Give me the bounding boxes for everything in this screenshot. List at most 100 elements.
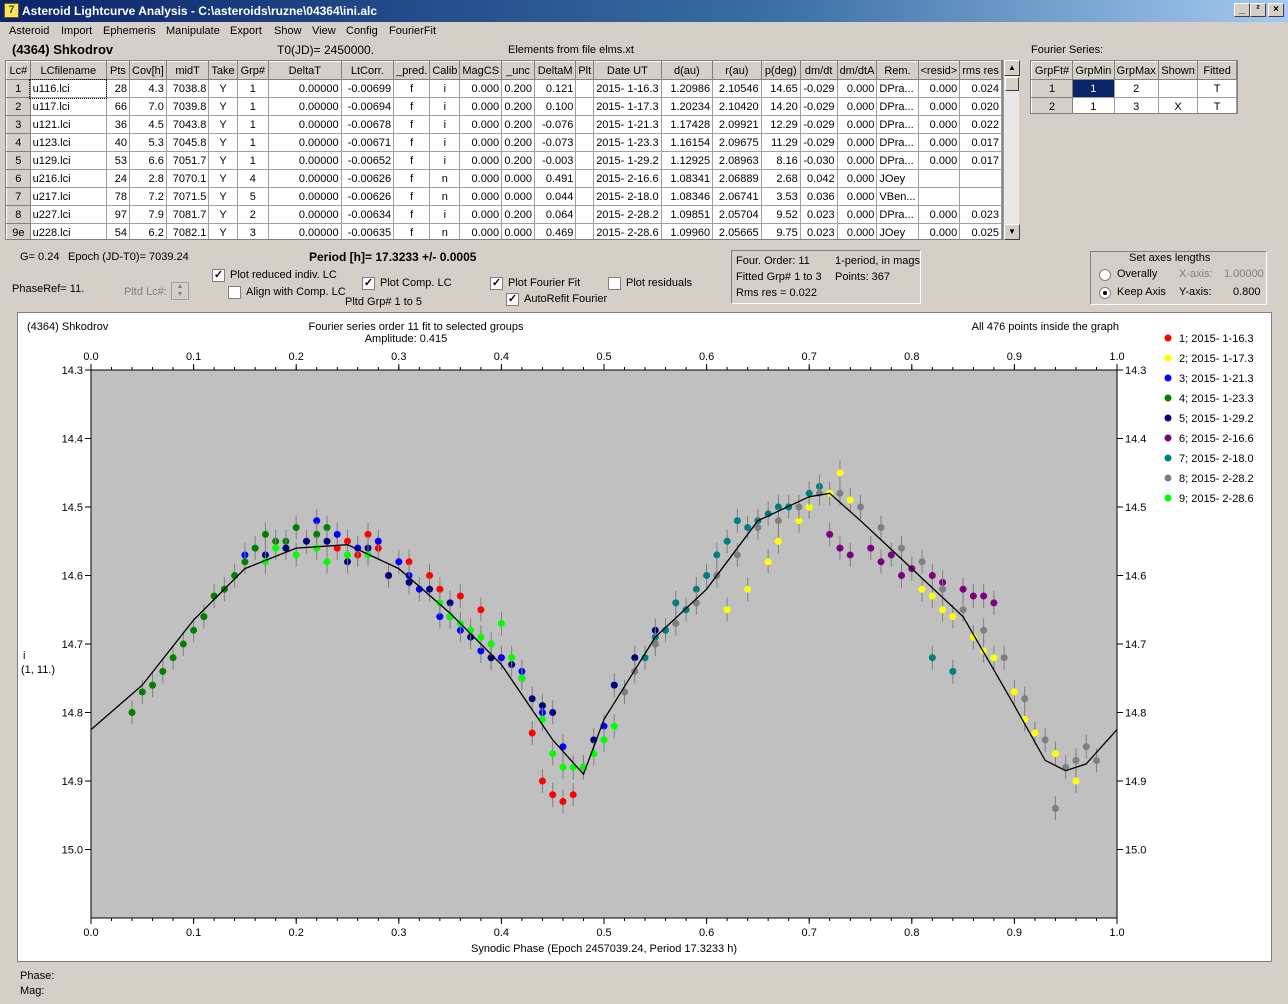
lc-cell[interactable]: Y xyxy=(208,187,238,206)
lc-row-header[interactable]: 3 xyxy=(6,115,31,134)
lc-cell[interactable]: 2 xyxy=(236,205,269,224)
lc-cell[interactable]: 7051.7 xyxy=(165,151,210,170)
lc-cell[interactable]: DPra... xyxy=(876,115,919,134)
lc-cell[interactable]: 0.491 xyxy=(533,169,577,188)
lc-cell[interactable]: 0.000 xyxy=(459,133,503,152)
lc-cell[interactable]: -0.00635 xyxy=(340,223,395,239)
lc-cell[interactable]: DPra... xyxy=(876,97,919,116)
fourier-col-header[interactable]: GrpMin xyxy=(1072,61,1115,80)
lc-cell[interactable]: 7038.8 xyxy=(165,79,210,98)
lc-table-row[interactable]: 2 u117.lci 66 7.0 7039.8 Y 1 0.00000 -0.00694 f i 0… xyxy=(6,97,1002,116)
lc-cell[interactable]: -0.030 xyxy=(799,151,838,170)
lc-cell[interactable]: 11.29 xyxy=(760,133,801,152)
lc-table-row[interactable]: 3 u121.lci 36 4.5 7043.8 Y 1 0.00000 -0.00678 f i 0… xyxy=(6,115,1002,134)
menu-manipulate[interactable]: Manipulate xyxy=(166,25,220,37)
lc-cell[interactable]: 0.121 xyxy=(533,79,577,98)
x-axis-value[interactable]: 1.00000 xyxy=(1224,268,1264,280)
lc-cell[interactable]: 0.000 xyxy=(501,223,535,239)
lc-col-header[interactable]: MagCS xyxy=(459,61,503,80)
scroll-down-icon[interactable]: ▼ xyxy=(1004,224,1020,240)
lc-cell[interactable]: 0.000 xyxy=(917,151,961,170)
lc-cell[interactable]: Y xyxy=(208,133,238,152)
lc-cell[interactable]: JOey xyxy=(876,169,919,188)
lc-cell[interactable]: 0.017 xyxy=(959,151,1002,170)
lc-row-header[interactable]: 1 xyxy=(6,79,31,98)
lc-col-header[interactable]: Grp# xyxy=(236,61,269,80)
lc-cell[interactable]: 1 xyxy=(236,133,269,152)
lc-row-header[interactable]: 9e xyxy=(6,223,31,239)
lc-cell[interactable]: 7.9 xyxy=(129,205,167,224)
lc-col-header[interactable]: DeltaM xyxy=(533,61,577,80)
program-icon[interactable]: 7 xyxy=(4,3,19,18)
lc-cell[interactable]: i xyxy=(429,115,461,134)
lc-cell[interactable]: 24 xyxy=(105,169,131,188)
lc-cell[interactable]: 2.09921 xyxy=(712,115,762,134)
lc-cell[interactable]: DPra... xyxy=(876,133,919,152)
lc-cell[interactable]: 9.75 xyxy=(760,223,801,239)
lc-cell[interactable]: 7.0 xyxy=(129,97,167,116)
lc-cell[interactable]: u129.lci xyxy=(29,151,107,170)
lc-cell[interactable]: 97 xyxy=(105,205,131,224)
lc-cell[interactable]: Y xyxy=(208,151,238,170)
lc-cell[interactable]: 66 xyxy=(105,97,131,116)
lc-cell[interactable]: 2015- 2-18.0 xyxy=(593,187,662,206)
lc-cell[interactable]: 2.05665 xyxy=(712,223,762,239)
lc-cell[interactable]: u217.lci xyxy=(29,187,107,206)
lc-cell[interactable]: 1.12925 xyxy=(660,151,714,170)
menu-fourierfit[interactable]: FourierFit xyxy=(389,25,437,37)
lc-cell[interactable] xyxy=(575,133,595,152)
lc-col-header[interactable]: Pts xyxy=(105,61,131,80)
fourier-col-header[interactable]: GrpMax xyxy=(1113,61,1159,80)
lc-table-row[interactable]: 7 u217.lci 78 7.2 7071.5 Y 5 0.00000 -0.00626 f n 0… xyxy=(6,187,1002,206)
lc-row-header[interactable]: 8 xyxy=(6,205,31,224)
lc-col-header[interactable]: r(au) xyxy=(712,61,762,80)
lc-cell[interactable]: 0.200 xyxy=(501,205,535,224)
lightcurve-chart[interactable]: (4364) Shkodrov Fourier series order 11 … xyxy=(18,313,1271,961)
lc-col-header[interactable]: Lc# xyxy=(6,61,31,80)
lc-cell[interactable] xyxy=(575,223,595,239)
minimize-button[interactable]: _ xyxy=(1234,3,1250,17)
lc-cell[interactable]: DPra... xyxy=(876,205,919,224)
lc-cell[interactable]: f xyxy=(393,133,431,152)
lc-cell[interactable]: 0.064 xyxy=(533,205,577,224)
menu-view[interactable]: View xyxy=(312,25,336,37)
lc-cell[interactable]: 1.09851 xyxy=(660,205,714,224)
lc-cell[interactable]: 2.08963 xyxy=(712,151,762,170)
lc-cell[interactable]: 7043.8 xyxy=(165,115,210,134)
lc-cell[interactable]: 0.024 xyxy=(959,79,1002,98)
fourier-col-header[interactable]: GrpFt# xyxy=(1031,61,1074,80)
lc-cell[interactable]: 2015- 1-23.3 xyxy=(593,133,662,152)
lc-cell[interactable]: u121.lci xyxy=(29,115,107,134)
lc-cell[interactable]: Y xyxy=(208,223,238,239)
lc-cell[interactable]: n xyxy=(429,223,461,239)
lc-cell[interactable] xyxy=(575,115,595,134)
lc-cell[interactable]: 3 xyxy=(236,223,269,239)
lc-cell[interactable]: Y xyxy=(208,205,238,224)
lc-cell[interactable]: 7071.5 xyxy=(165,187,210,206)
lc-cell[interactable]: 4.5 xyxy=(129,115,167,134)
lc-cell[interactable]: 0.020 xyxy=(959,97,1002,116)
lc-cell[interactable] xyxy=(959,187,1002,206)
lc-cell[interactable]: -0.029 xyxy=(799,97,838,116)
lc-cell[interactable]: 8.16 xyxy=(760,151,801,170)
lc-cell[interactable]: u216.lci xyxy=(29,169,107,188)
lc-cell[interactable]: 1 xyxy=(236,97,269,116)
fourier-cell[interactable]: 2 xyxy=(1113,79,1159,98)
fourier-cell[interactable]: T xyxy=(1197,97,1237,113)
lc-cell[interactable]: -0.00699 xyxy=(340,79,395,98)
lc-cell[interactable]: 0.017 xyxy=(959,133,1002,152)
autorefit-checkbox[interactable]: ✓ xyxy=(506,293,519,306)
lc-col-header[interactable]: DeltaT xyxy=(267,61,342,80)
lc-cell[interactable]: 0.022 xyxy=(959,115,1002,134)
lc-table-row[interactable]: 9e u228.lci 54 6.2 7082.1 Y 3 0.00000 -0.00635 f n… xyxy=(6,223,1002,239)
lc-cell[interactable]: 1 xyxy=(236,115,269,134)
lc-cell[interactable]: 1.16154 xyxy=(660,133,714,152)
lc-cell[interactable]: 0.200 xyxy=(501,133,535,152)
lc-cell[interactable]: f xyxy=(393,97,431,116)
lc-cell[interactable]: 2.8 xyxy=(129,169,167,188)
lc-col-header[interactable]: dm/dt xyxy=(799,61,838,80)
lc-table-row[interactable]: 1 u116.lci 28 4.3 7038.8 Y 1 0.00000 -0.00699 f i 0… xyxy=(6,78,1002,99)
plot-reduced-checkbox[interactable]: ✓ xyxy=(212,269,225,282)
lc-cell[interactable]: f xyxy=(393,79,431,98)
lc-cell[interactable]: 0.044 xyxy=(533,187,577,206)
